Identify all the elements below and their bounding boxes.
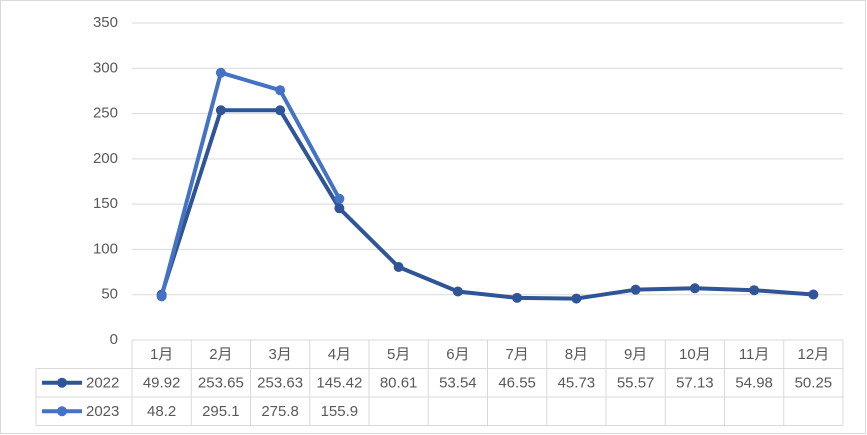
x-tick-label: 9月 — [624, 346, 647, 363]
data-point — [689, 283, 700, 294]
data-point — [215, 67, 226, 78]
series-line — [159, 108, 814, 301]
table-value: 275.8 — [261, 403, 299, 420]
x-tick-label: 8月 — [565, 346, 588, 363]
table-value: 253.65 — [198, 375, 244, 392]
table-value: 55.57 — [617, 375, 655, 392]
data-point — [275, 85, 286, 96]
data-point — [452, 286, 463, 297]
data-point — [393, 261, 404, 272]
data-point — [630, 284, 641, 295]
x-tick-label: 2月 — [209, 346, 232, 363]
data-point — [334, 203, 345, 214]
legend-marker — [57, 406, 67, 417]
x-tick-label: 5月 — [387, 346, 410, 363]
table-value: 145.42 — [316, 375, 362, 392]
data-point — [334, 193, 345, 204]
data-point — [808, 289, 819, 300]
x-tick-label: 4月 — [328, 346, 351, 363]
table-value: 53.54 — [439, 375, 477, 392]
table-value: 45.73 — [558, 375, 596, 392]
y-tick-label: 0 — [110, 331, 118, 348]
y-tick-label: 100 — [93, 240, 118, 257]
data-point — [156, 291, 167, 302]
x-tick-label: 12月 — [798, 346, 830, 363]
x-tick-label: 1月 — [150, 346, 173, 363]
table-value: 80.61 — [380, 375, 418, 392]
x-tick-label: 3月 — [268, 346, 291, 363]
x-tick-label: 6月 — [446, 346, 469, 363]
legend-label: 2022 — [86, 375, 119, 392]
data-point — [749, 285, 760, 296]
x-tick-label: 7月 — [505, 346, 528, 363]
table-value: 155.9 — [321, 403, 359, 420]
table-value: 49.92 — [143, 375, 181, 392]
data-point — [512, 292, 523, 303]
legend-label: 2023 — [86, 403, 119, 420]
y-tick-label: 150 — [93, 195, 118, 212]
table-value: 253.63 — [257, 375, 303, 392]
data-point — [275, 105, 286, 116]
x-tick-label: 10月 — [679, 346, 711, 363]
series-line — [159, 70, 342, 297]
y-tick-label: 50 — [101, 286, 118, 303]
table-value: 46.55 — [498, 375, 536, 392]
table-value: 48.2 — [147, 403, 176, 420]
data-point — [215, 105, 226, 116]
y-tick-label: 350 — [93, 14, 118, 31]
data-point — [571, 293, 582, 304]
table-value: 50.25 — [795, 375, 833, 392]
table-value: 295.1 — [202, 403, 240, 420]
legend-marker — [57, 377, 67, 388]
y-tick-label: 200 — [93, 150, 118, 167]
table-value: 57.13 — [676, 375, 714, 392]
y-tick-label: 250 — [93, 105, 118, 122]
x-tick-label: 11月 — [739, 346, 770, 363]
y-tick-label: 300 — [93, 59, 118, 76]
table-value: 54.98 — [735, 375, 773, 392]
